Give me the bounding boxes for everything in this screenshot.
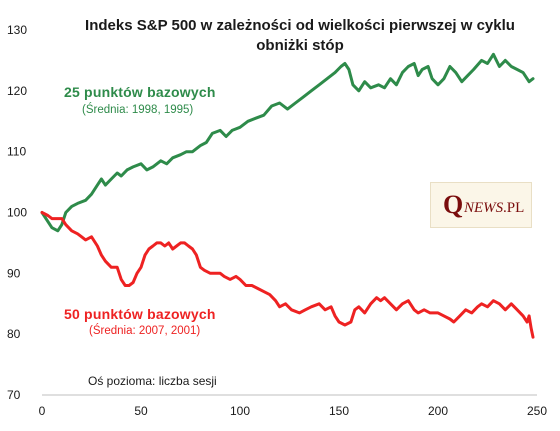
y-tick-label: 120 [7,84,27,98]
series-annotation-25bp: (Średnia: 1998, 1995) [82,104,194,116]
x-tick-label: 50 [134,404,148,418]
x-tick-label: 250 [527,404,547,418]
series-label-25bp: 25 punktów bazowych [64,84,216,100]
y-tick-label: 70 [7,388,21,402]
qnews-logo: Q NEWS .PL [430,182,532,228]
x-tick-label: 0 [39,404,46,418]
y-tick-label: 130 [7,23,27,37]
x-tick-label: 100 [230,404,250,418]
x-axis-note: Oś pozioma: liczba sesji [88,374,217,388]
series-line-25bp [40,52,535,233]
x-tick-label: 150 [329,404,349,418]
logo-news-text: NEWS [464,200,504,216]
series-line-50bp [40,211,535,339]
chart-title-line1: Indeks S&P 500 w zależności od wielkości… [85,17,515,34]
series-label-50bp: 50 punktów bazowych [64,306,216,322]
y-tick-label: 80 [7,327,21,341]
y-tick-label: 100 [7,206,27,220]
series-annotation-50bp: (Średnia: 2007, 2001) [89,325,201,337]
x-tick-label: 200 [428,404,448,418]
logo-pl-text: .PL [503,200,525,216]
chart-title-line2: obniżki stóp [256,37,344,54]
logo-q-letter: Q [443,190,464,219]
y-tick-label: 110 [7,145,26,159]
y-tick-label: 90 [7,266,21,280]
